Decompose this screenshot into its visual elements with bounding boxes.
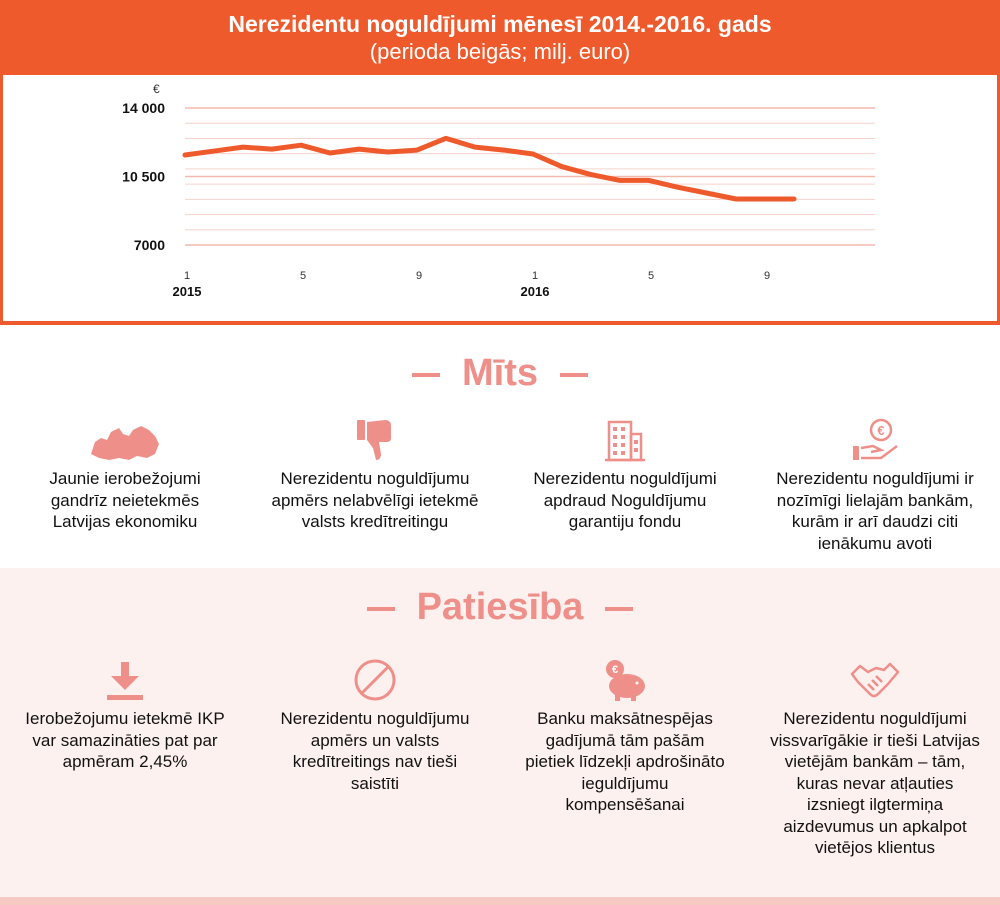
heading-dash-right <box>560 372 588 377</box>
heading-dash-left <box>412 372 440 377</box>
myth-card-economy: Jaunie ierobežojumi gandrīz neietekmēs L… <box>0 412 250 554</box>
y-tick-label: 14 000 <box>122 100 165 116</box>
handshake-icon <box>750 652 1000 702</box>
x-tick-label: 9 <box>416 270 422 282</box>
prohibited-icon <box>250 652 500 702</box>
x-year-label: 2015 <box>173 284 202 299</box>
truth-heading-text: Patiesība <box>416 586 584 628</box>
truth-card-gdp: Ierobežojumu ietekmē IKP var samazinātie… <box>0 652 250 859</box>
myth-text: Nerezidentu noguldījumi apdraud Noguldīj… <box>533 469 717 531</box>
chart-subtitle: (perioda beigās; milj. euro) <box>369 39 631 64</box>
myth-card-fund: Nerezidentu noguldījumi apdraud Noguldīj… <box>500 412 750 554</box>
myth-text: Nerezidentu noguldījumu apmērs nelabvēlī… <box>271 469 479 531</box>
myth-heading: Mīts <box>0 352 1000 395</box>
euro-hand-icon: € <box>750 412 1000 462</box>
x-tick-label: 9 <box>764 270 770 282</box>
truth-heading: Patiesība <box>0 586 1000 629</box>
truth-card-rating: Nerezidentu noguldījumu apmērs un valsts… <box>250 652 500 859</box>
thumbs-down-icon <box>250 412 500 462</box>
x-tick-label: 1 <box>532 270 538 282</box>
truth-text: Nerezidentu noguldījumu apmērs un valsts… <box>280 709 470 793</box>
myth-cards: Jaunie ierobežojumi gandrīz neietekmēs L… <box>0 412 1000 554</box>
myth-heading-text: Mīts <box>462 352 538 394</box>
heading-dash-left <box>366 606 395 611</box>
x-tick-label: 5 <box>300 270 306 282</box>
myth-card-rating: Nerezidentu noguldījumu apmērs nelabvēlī… <box>250 412 500 554</box>
x-tick-label: 1 <box>184 270 190 282</box>
truth-text: Banku maksātnespējas gadījumā tām pašām … <box>525 709 725 814</box>
bottom-border <box>0 897 1000 905</box>
truth-section-background <box>0 568 1000 898</box>
svg-text:€: € <box>877 423 884 438</box>
latvia-map-icon <box>0 412 250 462</box>
chart-title: Nerezidentu noguldījumi mēnesī 2014.-201… <box>228 11 772 37</box>
myth-text: Jaunie ierobežojumi gandrīz neietekmēs L… <box>49 469 201 531</box>
svg-text:€: € <box>612 664 618 676</box>
myth-text: Nerezidentu noguldījumi ir nozīmīgi liel… <box>776 469 974 553</box>
truth-card-insolvency: € Banku maksātnespējas gadījumā tām pašā… <box>500 652 750 859</box>
line-chart: €14 000 10 500 7000 1 5 9 1 5 9 2015 2016 <box>122 82 875 299</box>
truth-cards: Ierobežojumu ietekmē IKP var samazinātie… <box>0 652 1000 859</box>
y-unit-label: € <box>153 82 160 96</box>
series-line <box>182 135 797 202</box>
y-tick-label: 7000 <box>134 237 165 253</box>
chart-frame: €14 000 10 500 7000 1 5 9 1 5 9 2015 2016 <box>0 75 1000 325</box>
myth-card-banks: € Nerezidentu noguldījumi ir nozīmīgi li… <box>750 412 1000 554</box>
x-tick-label: 5 <box>648 270 654 282</box>
truth-text: Ierobežojumu ietekmē IKP var samazinātie… <box>25 709 225 771</box>
heading-dash-right <box>605 606 634 611</box>
piggy-bank-icon: € <box>500 652 750 702</box>
x-year-label: 2016 <box>521 284 550 299</box>
building-icon <box>500 412 750 462</box>
y-tick-label: 10 500 <box>122 169 165 185</box>
download-icon <box>0 652 250 702</box>
truth-card-local-banks: Nerezidentu noguldījumi vissvarīgākie ir… <box>750 652 1000 859</box>
truth-text: Nerezidentu noguldījumi vissvarīgākie ir… <box>770 709 980 857</box>
header-banner: Nerezidentu noguldījumi mēnesī 2014.-201… <box>0 0 1000 75</box>
